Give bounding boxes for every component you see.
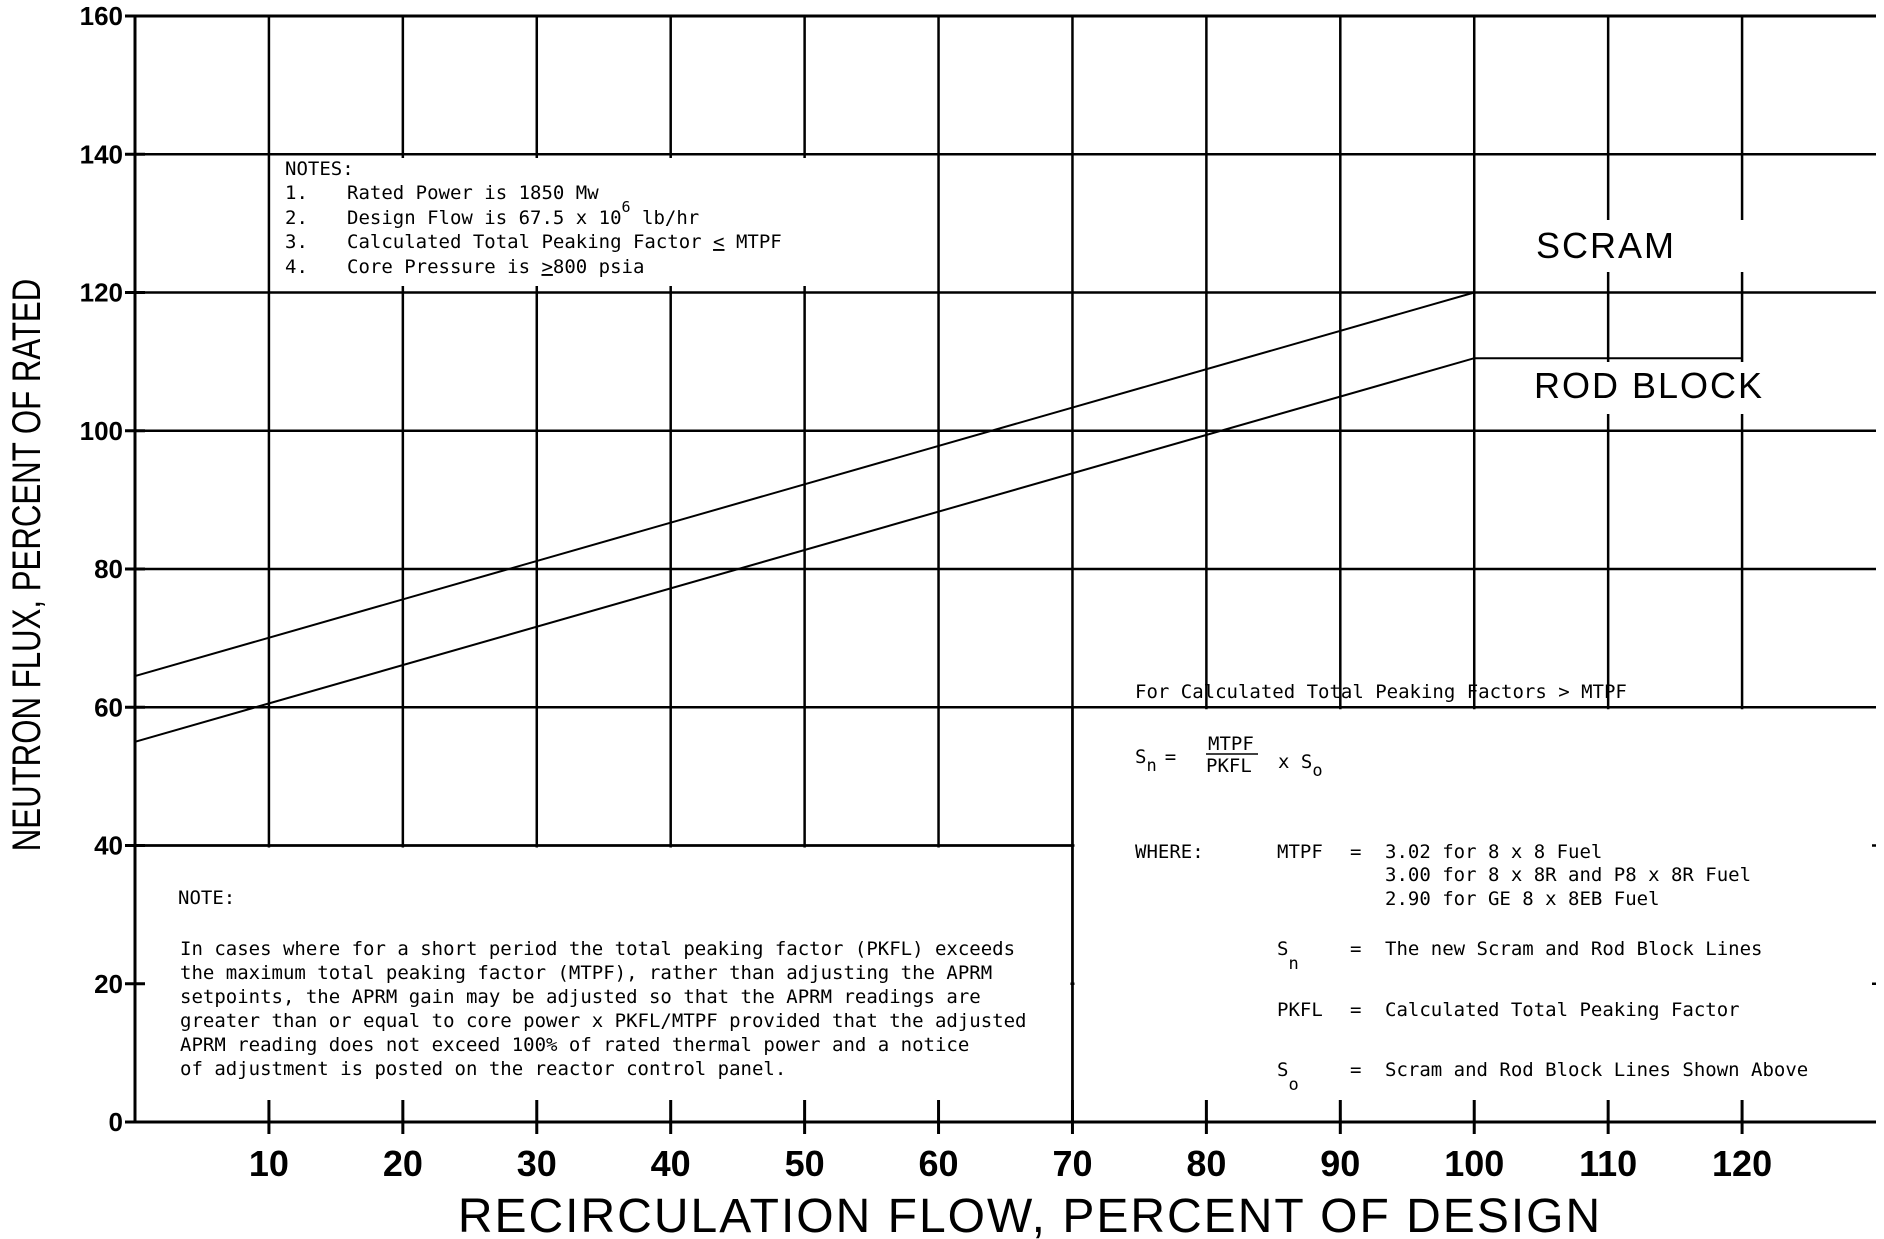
def-sn-symbol-main: S [1277, 938, 1288, 960]
def-so-symbol-main: S [1277, 1059, 1288, 1081]
series-label-rod-block: ROD BLOCK [1534, 365, 1764, 406]
notes-item-4-text-after: 800 psia [553, 256, 645, 278]
def-so-eq: = [1350, 1059, 1361, 1081]
note-line-4: greater than or equal to core power x PK… [180, 1010, 1026, 1032]
x-tick-label-60: 60 [919, 1143, 959, 1184]
y-tick-label-20: 20 [94, 969, 123, 999]
notes-item-4-text-main: Core Pressure is [347, 256, 541, 278]
def-mtpf-eq: = [1350, 841, 1361, 863]
x-tick-labels: 10 20 30 40 50 60 70 80 90 100 110 120 [249, 1143, 1772, 1184]
y-axis-label: NEUTRON FLUX, PERCENT OF RATED [4, 279, 49, 851]
notes-item-3-num: 3. [285, 231, 308, 253]
series-lines [134, 291, 1743, 743]
notes-item-3-text-after: MTPF [725, 231, 782, 253]
notes-item-2-num: 2. [285, 207, 308, 229]
note-line-1: In cases where for a short period the to… [180, 938, 1015, 960]
def-mtpf-symbol: MTPF [1277, 841, 1323, 863]
formula-box-background [1074, 709, 1872, 1118]
formula-times-sub: o [1312, 761, 1322, 781]
notes-item-2-sup: 6 [622, 198, 631, 216]
notes-item-2-text-main: Design Flow is 67.5 x 10 [347, 207, 622, 229]
y-tick-label-160: 160 [80, 1, 123, 31]
y-tick-label-80: 80 [94, 554, 123, 584]
note-box-background [137, 847, 1071, 1118]
x-tick-label-70: 70 [1052, 1143, 1092, 1184]
x-tick-label-40: 40 [651, 1143, 691, 1184]
series-line-scram [134, 291, 1743, 678]
def-sn-line-1: The new Scram and Rod Block Lines [1385, 938, 1763, 960]
y-tick-label-60: 60 [94, 692, 123, 722]
def-mtpf-line-3: 2.90 for GE 8 x 8EB Fuel [1385, 888, 1660, 910]
note-line-5: APRM reading does not exceed 100% of rat… [180, 1034, 969, 1056]
formula-numerator: MTPF [1208, 733, 1254, 755]
def-pkfl-line-1: Calculated Total Peaking Factor [1385, 999, 1740, 1021]
x-tick-label-10: 10 [249, 1143, 289, 1184]
y-tick-label-100: 100 [80, 416, 123, 446]
x-axis-label: RECIRCULATION FLOW, PERCENT OF DESIGN [458, 1190, 1602, 1239]
def-so-sub: o [1288, 1075, 1298, 1095]
series-label-scram: SCRAM [1536, 225, 1676, 266]
def-mtpf-line-1: 3.02 for 8 x 8 Fuel [1385, 841, 1602, 863]
x-tick-label-50: 50 [785, 1143, 825, 1184]
note-line-6: of adjustment is posted on the reactor c… [180, 1058, 786, 1080]
x-tick-label-20: 20 [383, 1143, 423, 1184]
notes-box: NOTES: 1. Rated Power is 1850 Mw 2. Desi… [285, 158, 782, 278]
formula-times: x So [1278, 751, 1323, 781]
def-sn-eq: = [1350, 938, 1361, 960]
text-boxes-background [135, 158, 1876, 1122]
axes [125, 14, 1876, 1134]
def-so-line-1: Scram and Rod Block Lines Shown Above [1385, 1059, 1808, 1081]
notes-item-2-text: Design Flow is 67.5 x 106 lb/hr [347, 198, 699, 229]
x-tick-label-30: 30 [517, 1143, 557, 1184]
where-label: WHERE: [1135, 841, 1204, 863]
note-box: NOTE: In cases where for a short period … [178, 887, 1026, 1080]
notes-item-4-num: 4. [285, 256, 308, 278]
notes-item-4-sym: > [541, 256, 552, 278]
y-tick-label-120: 120 [80, 278, 123, 308]
notes-heading: NOTES: [285, 158, 354, 180]
notes-box-background [280, 158, 830, 286]
y-tick-labels: 0 20 40 60 80 100 120 140 160 [80, 1, 123, 1137]
scram-label-background [1520, 220, 1758, 272]
formula-lhs-sub: n [1146, 756, 1156, 776]
note-heading: NOTE: [178, 887, 235, 909]
x-tick-label-90: 90 [1320, 1143, 1360, 1184]
series-line-rod-block [134, 357, 1743, 743]
formula-title: For Calculated Total Peaking Factors > M… [1135, 681, 1627, 703]
x-tick-label-110: 110 [1579, 1143, 1637, 1184]
note-line-3: setpoints, the APRM gain may be adjusted… [180, 986, 981, 1008]
formula-eq: = [1165, 746, 1176, 768]
notes-item-1-text: Rated Power is 1850 Mw [347, 182, 599, 204]
x-tick-label-100: 100 [1444, 1143, 1504, 1184]
y-tick-label-140: 140 [80, 139, 123, 169]
notes-item-1-num: 1. [285, 182, 308, 204]
notes-item-3-text: Calculated Total Peaking Factor < MTPF [347, 231, 782, 253]
def-pkfl-eq: = [1350, 999, 1361, 1021]
notes-item-4-text: Core Pressure is >800 psia [347, 256, 644, 278]
formula-lhs: Sn = [1135, 746, 1176, 776]
def-sn-sub: n [1288, 954, 1298, 974]
notes-item-3-sym: < [713, 231, 724, 253]
formula-times-text: x S [1278, 751, 1312, 773]
notes-item-3-text-main: Calculated Total Peaking Factor [347, 231, 713, 253]
def-so-symbol: So [1277, 1059, 1299, 1095]
x-tick-label-120: 120 [1712, 1143, 1772, 1184]
def-pkfl-symbol: PKFL [1277, 999, 1323, 1021]
formula-box: For Calculated Total Peaking Factors > M… [1135, 681, 1808, 1095]
x-tick-label-80: 80 [1186, 1143, 1226, 1184]
y-tick-label-40: 40 [94, 831, 123, 861]
formula-lhs-symbol: S [1135, 746, 1146, 768]
def-mtpf-line-2: 3.00 for 8 x 8R and P8 x 8R Fuel [1385, 864, 1751, 886]
def-sn-symbol: Sn [1277, 938, 1299, 974]
formula-denominator: PKFL [1206, 755, 1252, 777]
rod-block-label-background [1520, 362, 1780, 414]
note-line-2: the maximum total peaking factor (MTPF),… [180, 962, 992, 984]
y-tick-label-0: 0 [109, 1107, 123, 1137]
notes-item-2-text-after: lb/hr [631, 207, 700, 229]
